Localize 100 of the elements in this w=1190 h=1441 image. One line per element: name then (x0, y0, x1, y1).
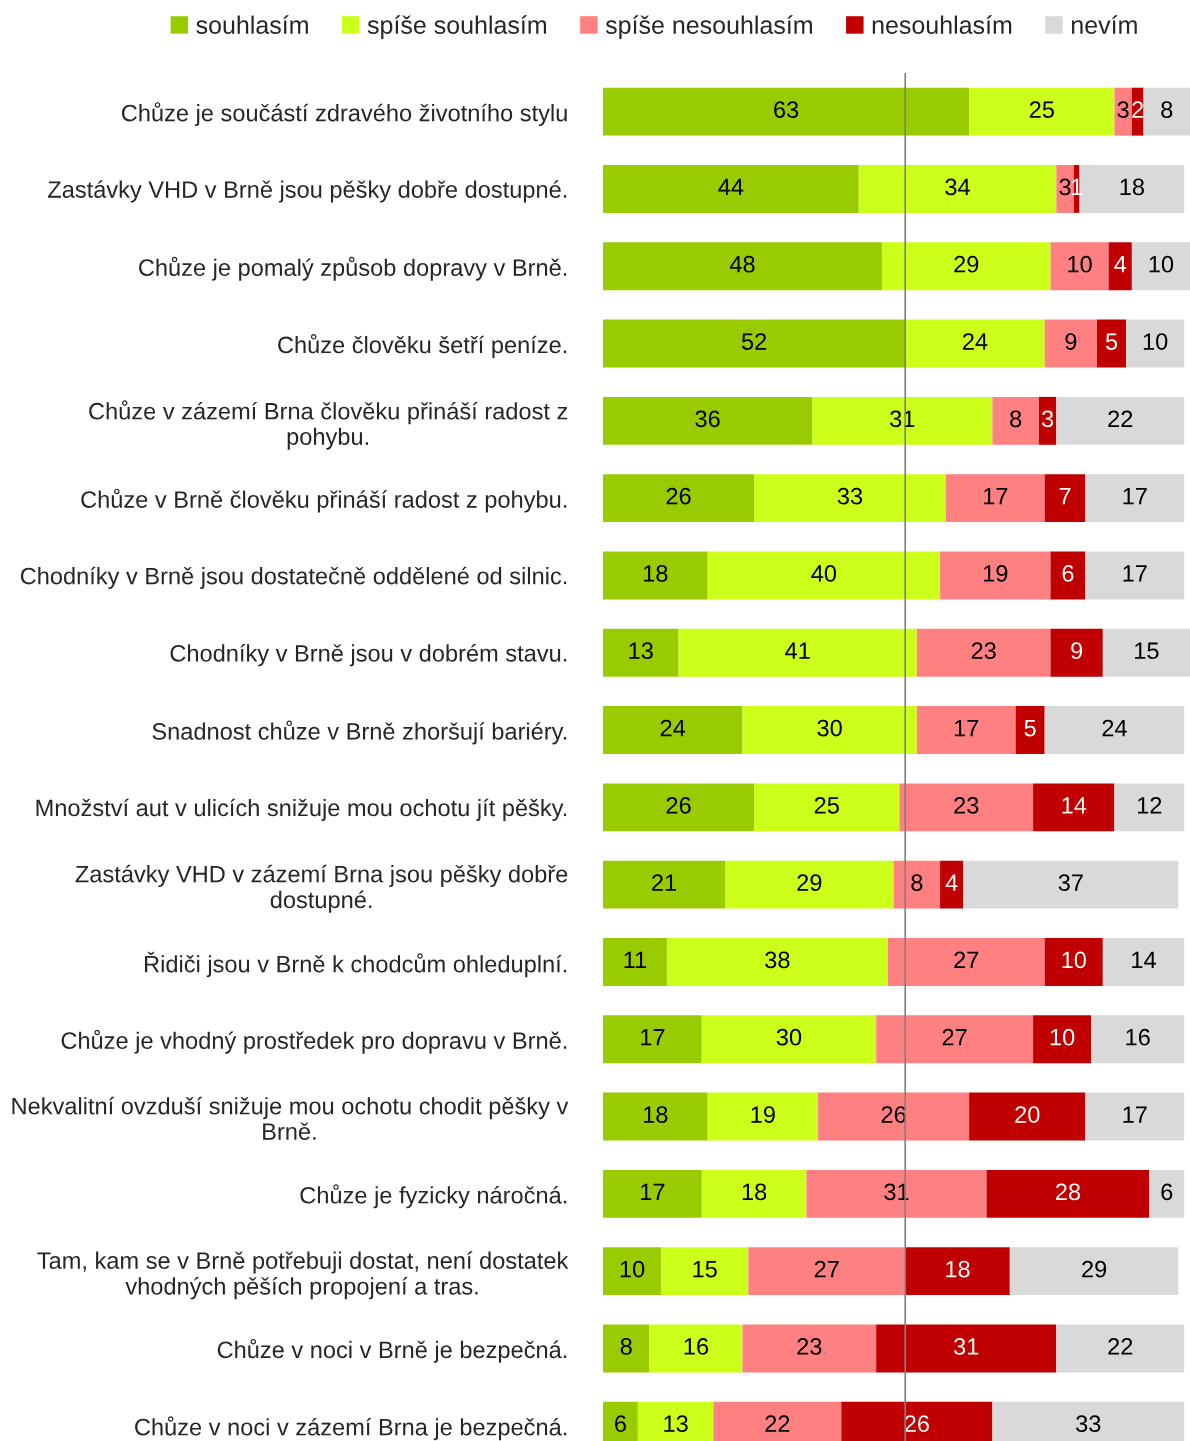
bar (1050, 628, 1103, 677)
bar (754, 783, 900, 832)
bar (992, 396, 1039, 445)
data-label: 15 (1135, 642, 1159, 660)
bar (603, 937, 667, 986)
y-tick-label: Chůze je součástí zdravého životního stylu (121, 102, 567, 127)
y-tick-label: Chůze je vhodný prostředek pro dopravu v Brně. (61, 1029, 567, 1054)
bar (1114, 783, 1185, 832)
bar (876, 1015, 1034, 1064)
bar (1056, 1324, 1185, 1373)
legend-label: nevím (1071, 15, 1137, 34)
data-label: 18 (643, 565, 668, 582)
bar (603, 783, 755, 832)
data-label: 41 (785, 642, 810, 659)
data-label: 8 (1161, 101, 1173, 118)
data-label: 14 (1132, 951, 1156, 969)
bar (649, 1324, 743, 1373)
data-label: 13 (629, 642, 653, 660)
data-label: 44 (718, 178, 744, 196)
bar (701, 1169, 807, 1218)
bar (1033, 783, 1115, 832)
data-label: 33 (837, 487, 863, 505)
bar (1149, 1169, 1185, 1218)
bar (1050, 242, 1109, 291)
data-label: 29 (954, 255, 979, 273)
bar (940, 860, 964, 909)
bar (945, 474, 1045, 523)
data-label: 6 (1062, 565, 1074, 582)
data-label: 17 (1123, 488, 1147, 505)
data-label: 36 (695, 410, 720, 428)
bar (969, 87, 1115, 136)
y-tick-label: Zastávky VHD v Brně jsou pěšky dobře dostupné. (48, 180, 567, 203)
data-label: 29 (797, 874, 822, 891)
data-label: 17 (1123, 1106, 1147, 1123)
bar (1114, 87, 1132, 136)
data-label: 22 (1108, 1338, 1133, 1355)
bar (1050, 551, 1086, 600)
bar (1143, 87, 1190, 136)
y-tick-label: Snadnost chůze v Brně zhoršují bariéry. (152, 720, 567, 745)
data-label: 30 (817, 719, 842, 737)
data-label: 12 (1137, 796, 1162, 814)
bar (1009, 1247, 1179, 1296)
bar (603, 551, 708, 600)
y-tick-label: Chůze člověku šetří peníze. (278, 334, 567, 358)
data-label: 21 (652, 874, 677, 891)
bar (1097, 319, 1127, 368)
y-tick-label: Chůze v zázemí Brna člověku přináší radost z pohybu. (89, 400, 568, 450)
data-label: 10 (1149, 255, 1174, 273)
data-label: 25 (814, 796, 839, 814)
bar (748, 1247, 906, 1296)
bar (1102, 937, 1185, 986)
y-tick-label: Nekvalitní ovzduší snižuje mou ochotu chodit pěšky v Brně. (12, 1096, 569, 1140)
y-tick-label: Chodníky v Brně jsou dostatečně oddělené od silnic. (20, 566, 567, 590)
bar (1085, 551, 1185, 600)
data-label: 18 (742, 1183, 767, 1201)
data-label: 26 (881, 1106, 906, 1123)
bar (1044, 319, 1098, 368)
bar (742, 1324, 877, 1373)
bar (969, 1092, 1086, 1141)
data-label: 26 (904, 1415, 929, 1433)
data-label: 48 (729, 255, 755, 273)
bar (707, 1092, 819, 1141)
bar (603, 474, 755, 523)
bar (905, 1247, 1010, 1296)
y-tick-label: Řidiči jsou v Brně k chodcům ohleduplní. (145, 951, 567, 978)
bar (701, 1015, 877, 1064)
data-label: 26 (666, 487, 691, 505)
data-label: 33 (1076, 1415, 1101, 1433)
data-label: 31 (884, 1183, 909, 1201)
bar (1091, 1015, 1185, 1064)
bar (603, 1015, 702, 1064)
data-label: 34 (945, 178, 970, 196)
data-label: 2 (1132, 101, 1144, 118)
bar (742, 706, 917, 755)
bar (1126, 319, 1185, 368)
bar (603, 1247, 662, 1296)
data-label: 8 (620, 1338, 632, 1355)
data-label: 24 (963, 333, 988, 350)
legend-label: spíše souhlasím (367, 15, 547, 39)
bar (678, 628, 917, 677)
bar (603, 87, 970, 136)
data-label: 25 (1029, 101, 1054, 118)
data-label: 19 (751, 1106, 775, 1123)
data-label: 14 (1062, 797, 1087, 814)
bar (963, 860, 1179, 909)
data-label: 24 (1102, 719, 1127, 737)
bar (603, 164, 859, 213)
bar (1044, 706, 1185, 755)
bar (603, 1169, 702, 1218)
bar (603, 319, 906, 368)
bar (806, 1169, 987, 1218)
legend-label: souhlasím (196, 15, 308, 34)
bar (603, 242, 882, 291)
bar (603, 396, 813, 445)
data-label: 9 (1065, 333, 1077, 350)
data-label: 3 (1117, 101, 1129, 118)
data-label: 17 (954, 719, 979, 737)
data-label: 4 (1114, 256, 1127, 273)
data-label: 23 (954, 796, 979, 814)
data-label: 5 (1105, 333, 1118, 350)
